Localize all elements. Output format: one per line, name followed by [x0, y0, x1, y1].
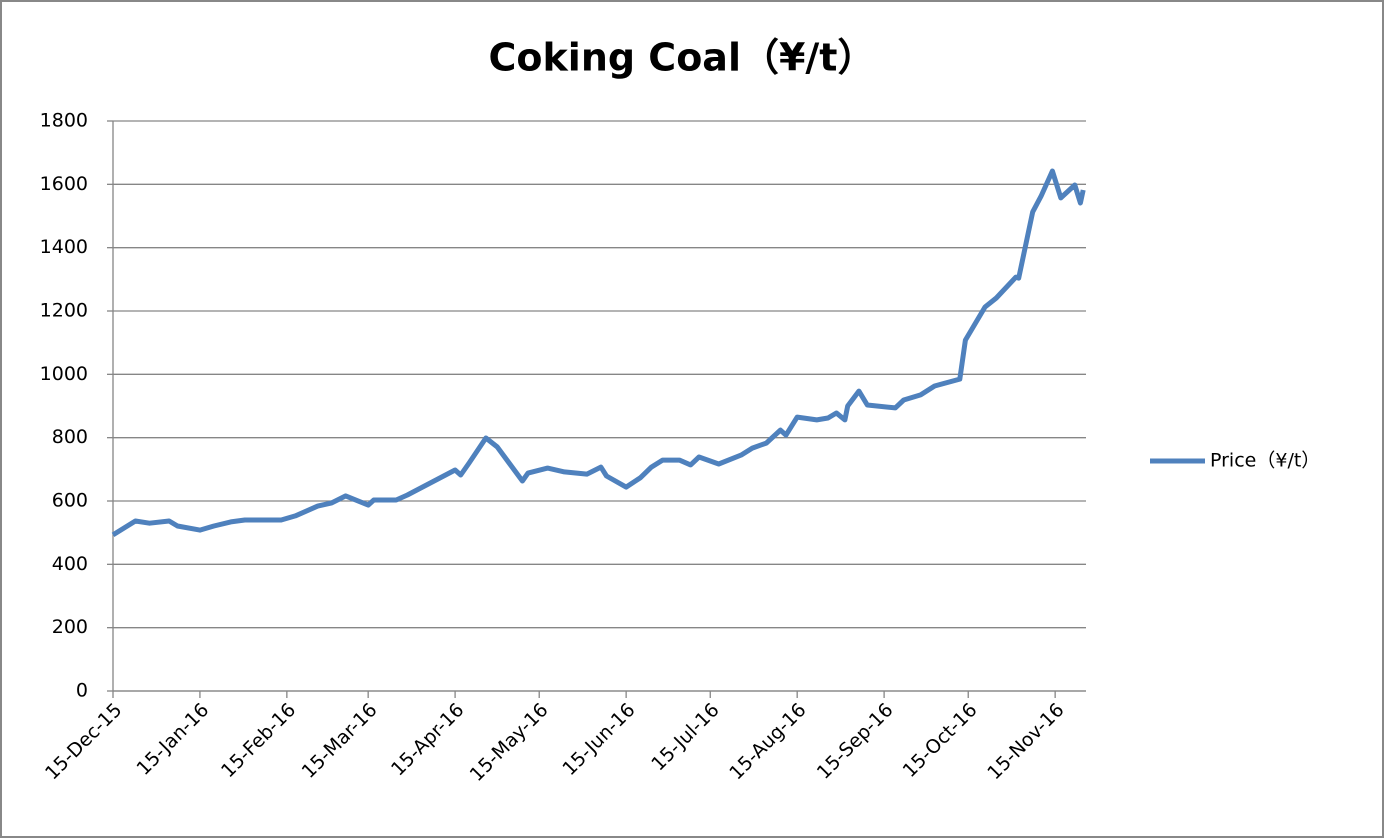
y-tick-label: 200: [52, 616, 88, 638]
y-tick-label: 1200: [40, 300, 88, 322]
y-tick-label: 600: [52, 490, 88, 512]
y-tick-label: 1600: [40, 173, 88, 195]
y-tick-label: 400: [52, 553, 88, 575]
chart-title: Coking Coal（¥/t）: [489, 36, 876, 80]
price-line: [111, 168, 1086, 538]
legend-label: Price（¥/t）: [1210, 450, 1320, 472]
y-tick-label: 1000: [40, 363, 88, 385]
y-tick-label: 800: [52, 426, 88, 448]
y-tick-label: 1400: [40, 236, 88, 258]
y-tick-label: 1800: [40, 110, 88, 132]
y-tick-label: 0: [76, 680, 88, 702]
